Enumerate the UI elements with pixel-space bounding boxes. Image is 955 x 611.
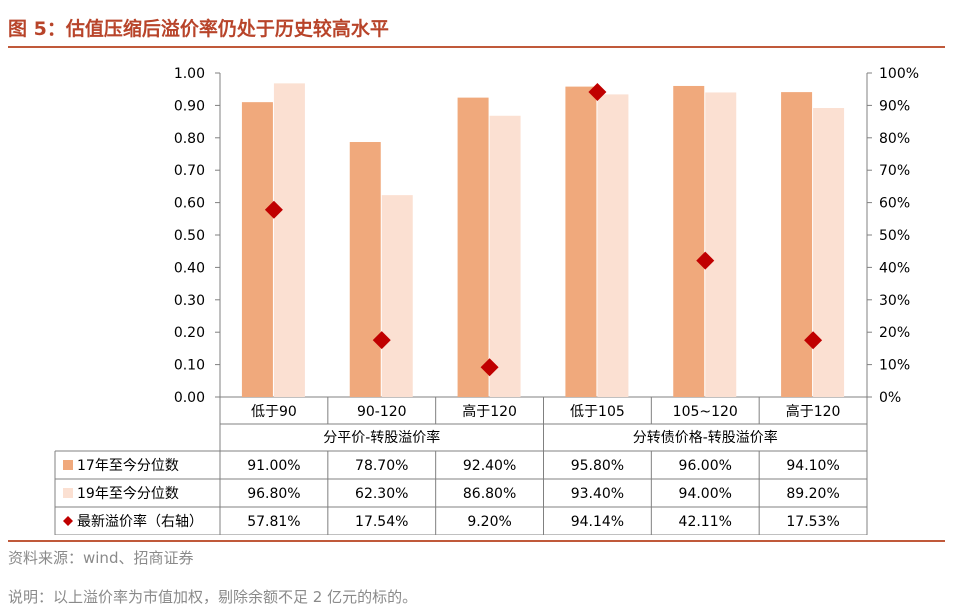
- table-cell: 94.00%: [679, 486, 732, 502]
- bar-2019: [489, 115, 521, 397]
- left-tick-label: 1.00: [174, 66, 205, 82]
- right-tick-label: 20%: [879, 325, 910, 341]
- bar-2017: [241, 102, 273, 397]
- latest-premium-marker: [264, 200, 283, 219]
- table-cell: 78.70%: [355, 458, 408, 474]
- latest-premium-marker: [804, 331, 823, 350]
- right-tick-label: 40%: [879, 260, 910, 276]
- explanation-note: 说明：以上溢价率为市值加权，剔除余额不足 2 亿元的标的。: [8, 588, 418, 606]
- latest-premium-marker: [696, 251, 715, 270]
- table-cell: 17.54%: [355, 514, 408, 530]
- legend-diamond: [63, 516, 73, 526]
- left-tick-label: 0.40: [174, 260, 205, 276]
- left-tick-label: 0.90: [174, 98, 205, 114]
- bar-2019: [273, 83, 305, 398]
- right-tick-label: 100%: [879, 66, 919, 82]
- bar-2017: [565, 86, 597, 397]
- table-cell: 86.80%: [463, 486, 516, 502]
- right-tick-label: 70%: [879, 163, 910, 179]
- legend-label: 最新溢价率（右轴）: [77, 513, 203, 530]
- table-cell: 95.80%: [571, 458, 624, 474]
- bar-2017: [781, 92, 813, 397]
- left-tick-label: 0.00: [174, 390, 205, 406]
- left-tick-label: 0.70: [174, 163, 205, 179]
- table-cell: 89.20%: [786, 486, 839, 502]
- figure-title: 图 5：估值压缩后溢价率仍处于历史较高水平: [8, 18, 389, 40]
- left-tick-label: 0.10: [174, 358, 205, 374]
- table-cell: 96.00%: [679, 458, 732, 474]
- latest-premium-marker: [588, 82, 607, 101]
- source-note: 资料来源：wind、招商证券: [8, 549, 194, 567]
- table-cell: 57.81%: [247, 514, 300, 530]
- category-label: 低于105: [570, 404, 625, 420]
- left-tick-label: 0.60: [174, 196, 205, 212]
- bar-2019: [597, 94, 629, 397]
- right-tick-label: 0%: [879, 390, 901, 406]
- right-tick-label: 90%: [879, 98, 910, 114]
- table-cell: 94.10%: [786, 458, 839, 474]
- legend-label: 17年至今分位数: [77, 458, 179, 474]
- left-tick-label: 0.50: [174, 228, 205, 244]
- chart: 0.00 0.10 0.20 0.30 0.40 0.50 0.60 0.70 0.80 0.90…: [54, 66, 919, 535]
- footer-rule: [8, 540, 945, 542]
- right-tick-label: 80%: [879, 131, 910, 147]
- bar-2017: [457, 97, 489, 398]
- table-cell: 62.30%: [355, 486, 408, 502]
- category-label: 90-120: [357, 404, 407, 420]
- bar-2019: [705, 92, 737, 397]
- left-tick-label: 0.30: [174, 293, 205, 309]
- legend-swatch: [63, 488, 73, 498]
- table-cell: 9.20%: [467, 514, 511, 530]
- table-cell: 91.00%: [247, 458, 300, 474]
- right-tick-label: 10%: [879, 358, 910, 374]
- left-tick-label: 0.20: [174, 325, 205, 341]
- title-rule: [8, 46, 945, 48]
- right-tick-label: 60%: [879, 196, 910, 212]
- table-cell: 93.40%: [571, 486, 624, 502]
- bar-2019: [381, 195, 413, 397]
- right-tick-label: 30%: [879, 293, 910, 309]
- right-tick-label: 50%: [879, 228, 910, 244]
- category-label: 105~120: [673, 404, 738, 420]
- latest-premium-marker: [480, 358, 499, 377]
- table-cell: 42.11%: [679, 514, 732, 530]
- table-cell: 17.53%: [786, 514, 839, 530]
- bar-2017: [349, 142, 381, 397]
- table-cell: 92.40%: [463, 458, 516, 474]
- legend-swatch: [63, 460, 73, 470]
- bar-2017: [673, 85, 705, 398]
- group-label: 分转债价格-转股溢价率: [633, 429, 778, 446]
- category-label: 高于120: [786, 403, 841, 420]
- left-tick-label: 0.80: [174, 131, 205, 147]
- table-cell: 96.80%: [247, 486, 300, 502]
- bar-2019: [813, 107, 845, 397]
- category-label: 低于90: [251, 404, 297, 420]
- latest-premium-marker: [372, 331, 391, 350]
- category-label: 高于120: [462, 403, 517, 420]
- table-cell: 94.14%: [571, 514, 624, 530]
- legend-label: 19年至今分位数: [77, 486, 179, 502]
- group-label: 分平价-转股溢价率: [323, 429, 440, 446]
